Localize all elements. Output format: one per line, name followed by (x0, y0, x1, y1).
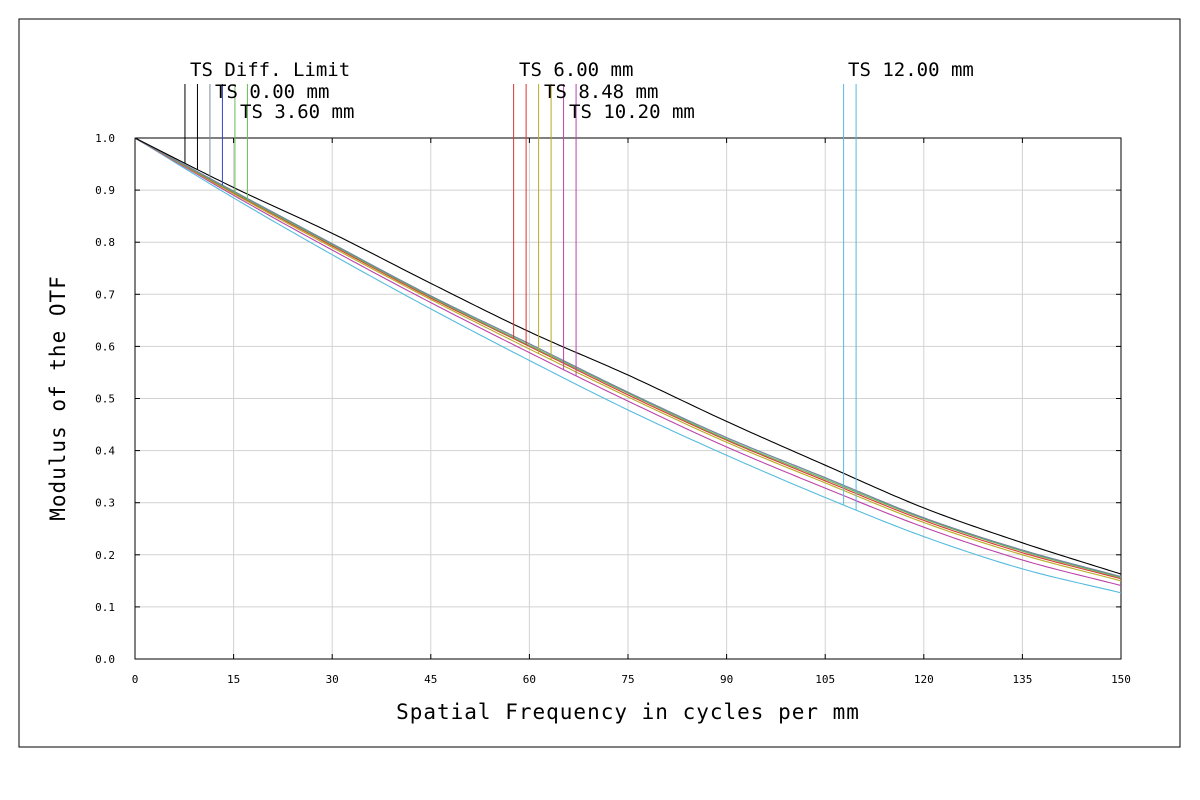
x-tick-label: 0 (132, 673, 139, 686)
x-tick-label: 150 (1111, 673, 1131, 686)
legend-label-ts-10-20: TS 10.20 mm (569, 101, 695, 123)
x-tick-label: 15 (227, 673, 240, 686)
y-tick-label: 0.9 (95, 184, 115, 197)
x-tick-label: 30 (326, 673, 339, 686)
legend-markers (184, 84, 857, 511)
y-axis-title: Modulus of the OTF (46, 275, 70, 521)
series-line-6 (134, 137, 1122, 587)
legend-label-diff-limit: TS Diff. Limit (190, 59, 350, 81)
y-tick-label: 0.8 (95, 236, 115, 249)
x-tick-label: 75 (621, 673, 634, 686)
y-tick-label: 1.0 (95, 132, 115, 145)
x-tick-label: 105 (815, 673, 835, 686)
y-tick-label: 0.6 (95, 340, 115, 353)
series-lines (134, 137, 1122, 594)
legend-label-ts-3-60: TS 3.60 mm (240, 101, 354, 123)
y-tick-label: 0.1 (95, 601, 115, 614)
y-tick-label: 0.5 (95, 393, 115, 406)
x-tick-label: 45 (424, 673, 437, 686)
x-tick-label: 90 (720, 673, 733, 686)
legend: TS Diff. Limit TS 0.00 mm TS 3.60 mm TS … (190, 59, 974, 123)
x-axis-title: Spatial Frequency in cycles per mm (396, 700, 860, 724)
y-tick-label: 0.7 (95, 288, 115, 301)
series-line-7 (134, 137, 1122, 594)
series-line-1 (134, 137, 1122, 578)
x-tick-label: 60 (523, 673, 536, 686)
legend-label-ts-12: TS 12.00 mm (848, 59, 974, 81)
y-tick-label: 0.2 (95, 549, 115, 562)
series-line-4 (134, 137, 1122, 580)
series-line-5 (134, 137, 1122, 582)
legend-label-ts-8-48: TS 8.48 mm (544, 81, 658, 103)
grid (135, 138, 1121, 659)
legend-label-ts-0: TS 0.00 mm (215, 81, 329, 103)
y-tick-label: 0.4 (95, 445, 115, 458)
legend-label-ts-6: TS 6.00 mm (519, 59, 633, 81)
y-tick-label: 0.0 (95, 653, 115, 666)
ticks: 0 15 30 45 60 75 90 105 120 135 150 0.0 0.1 0.2 0.3 0.4… (95, 132, 1131, 686)
x-tick-label: 135 (1012, 673, 1032, 686)
series-line-0 (134, 137, 1122, 575)
y-tick-label: 0.3 (95, 497, 115, 510)
series-line-3 (134, 137, 1122, 579)
x-tick-label: 120 (914, 673, 934, 686)
